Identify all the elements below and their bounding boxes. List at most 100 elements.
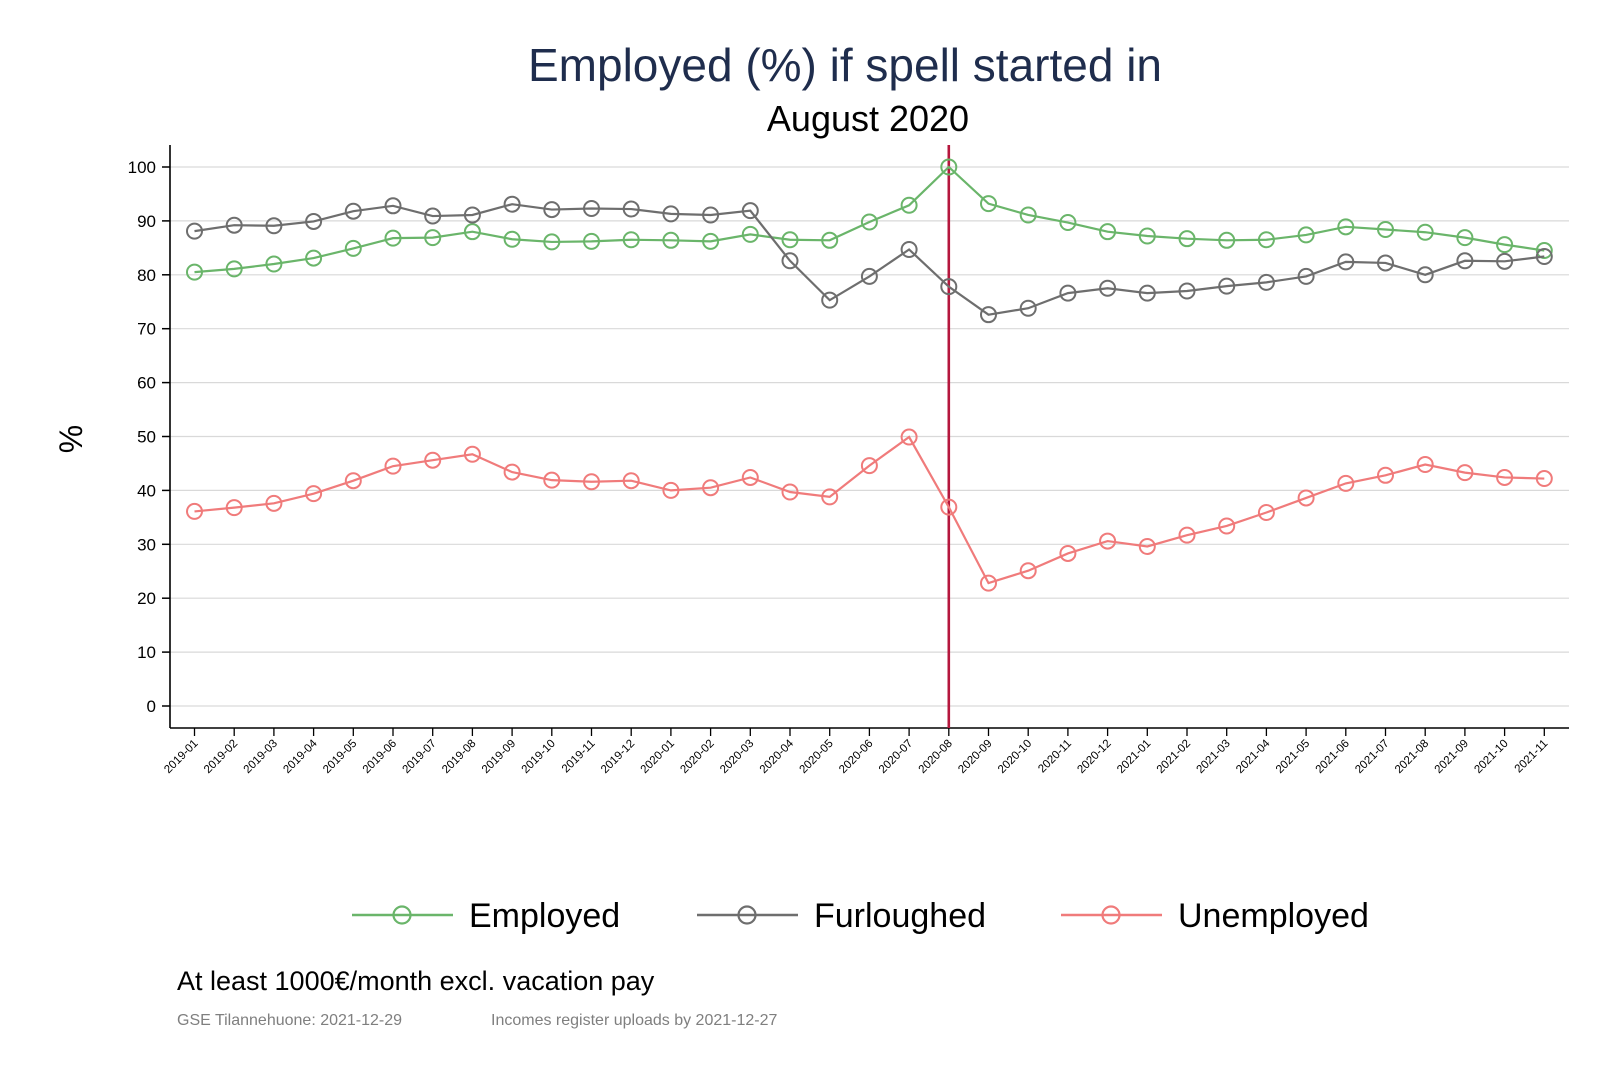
y-tick-label-10: 10 <box>137 643 156 662</box>
x-tick-label-2019-05: 2019-05 <box>321 738 359 776</box>
x-tick-label-2020-08: 2020-08 <box>917 738 955 776</box>
x-tick-label-2021-09: 2021-09 <box>1433 738 1471 776</box>
point-furloughed-2020-05 <box>821 291 839 309</box>
x-tick-label-2020-07: 2020-07 <box>877 738 915 776</box>
point-unemployed-2020-01 <box>662 481 680 499</box>
point-unemployed-2019-01 <box>186 502 203 520</box>
point-furloughed-2020-03 <box>741 202 759 220</box>
point-unemployed-2020-12 <box>1099 532 1117 550</box>
series-line-furloughed <box>194 203 1545 316</box>
point-employed-2021-02 <box>1178 230 1196 248</box>
point-employed-2020-02 <box>702 232 720 250</box>
point-employed-2021-06 <box>1337 218 1355 236</box>
point-furloughed-2019-11 <box>583 200 600 218</box>
x-tick-label-2021-03: 2021-03 <box>1194 738 1232 776</box>
x-tick-label-2019-04: 2019-04 <box>281 737 320 776</box>
y-tick-label-80: 80 <box>137 266 156 285</box>
x-tick-label-2020-01: 2020-01 <box>639 738 677 776</box>
point-furloughed-2019-04 <box>305 212 323 230</box>
source-note-upload: Incomes register uploads by 2021-12-27 <box>491 1012 777 1029</box>
x-tick-label-2020-02: 2020-02 <box>678 738 716 776</box>
x-tick-label-2020-10: 2020-10 <box>996 738 1034 776</box>
point-furloughed-2019-09 <box>503 195 521 213</box>
point-furloughed-2019-03 <box>265 217 283 235</box>
point-unemployed-2020-11 <box>1059 544 1077 562</box>
point-employed-2019-12 <box>622 231 640 249</box>
point-unemployed-2021-07 <box>1377 466 1394 484</box>
legend-item-unemployed: Unemployed <box>1061 897 1369 935</box>
point-employed-2019-04 <box>305 249 323 267</box>
y-tick-label-100: 100 <box>128 158 156 177</box>
y-tick-label-90: 90 <box>137 212 156 231</box>
point-furloughed-2019-02 <box>225 216 243 234</box>
x-tick-label-2019-01: 2019-01 <box>162 738 200 776</box>
point-unemployed-2021-01 <box>1138 537 1156 555</box>
x-tick-label-2021-08: 2021-08 <box>1393 738 1431 776</box>
point-unemployed-2019-12 <box>622 472 640 490</box>
x-tick-label-2019-06: 2019-06 <box>361 738 399 776</box>
point-unemployed-2021-11 <box>1535 470 1553 488</box>
point-unemployed-2019-04 <box>305 485 323 503</box>
x-tick-label-2019-08: 2019-08 <box>440 738 478 776</box>
series-employed <box>186 158 1553 281</box>
point-unemployed-2020-04 <box>781 483 799 501</box>
point-furloughed-2020-04 <box>781 252 799 270</box>
point-unemployed-2019-11 <box>583 473 600 491</box>
point-employed-2020-10 <box>1019 206 1037 224</box>
y-axis-label: % <box>53 425 89 453</box>
point-unemployed-2019-10 <box>543 471 561 489</box>
point-employed-2020-12 <box>1099 223 1117 241</box>
point-furloughed-2021-04 <box>1257 273 1275 291</box>
series-group <box>186 158 1553 592</box>
legend-swatch-marker <box>1101 905 1121 925</box>
point-unemployed-2019-02 <box>225 499 243 517</box>
y-tick-label-60: 60 <box>137 374 156 393</box>
series-unemployed <box>186 428 1553 592</box>
gridlines <box>170 166 1569 707</box>
point-furloughed-2021-10 <box>1496 252 1514 270</box>
point-unemployed-2021-03 <box>1218 517 1236 535</box>
x-tick-label-2021-04: 2021-04 <box>1234 737 1273 776</box>
point-employed-2019-08 <box>463 223 481 241</box>
y-tick-label-40: 40 <box>137 481 156 500</box>
point-furloughed-2021-06 <box>1337 253 1355 271</box>
x-tick-label-2021-10: 2021-10 <box>1472 738 1510 776</box>
point-unemployed-2019-08 <box>463 445 481 463</box>
y-tick-label-50: 50 <box>137 428 156 447</box>
point-furloughed-2020-10 <box>1019 299 1037 317</box>
legend-item-furloughed: Furloughed <box>697 897 986 935</box>
point-furloughed-2019-10 <box>543 201 561 219</box>
x-tick-label-2019-03: 2019-03 <box>242 738 280 776</box>
point-unemployed-2020-08 <box>940 498 958 516</box>
point-furloughed-2019-12 <box>622 200 640 218</box>
point-employed-2020-07 <box>900 196 918 214</box>
x-tick-label-2020-06: 2020-06 <box>837 738 875 776</box>
x-tick-label-2019-12: 2019-12 <box>599 738 637 776</box>
point-employed-2020-09 <box>980 195 997 213</box>
legend-swatch-marker <box>392 905 412 925</box>
point-unemployed-2021-10 <box>1496 468 1514 486</box>
restriction-note: At least 1000€/month excl. vacation pay <box>177 966 655 996</box>
point-furloughed-2020-12 <box>1099 279 1117 297</box>
point-furloughed-2021-11 <box>1535 247 1553 265</box>
x-tick-label-2019-11: 2019-11 <box>560 738 598 776</box>
x-tick-label-2020-03: 2020-03 <box>718 738 756 776</box>
point-employed-2021-07 <box>1377 221 1394 239</box>
legend-swatch-marker <box>737 905 757 925</box>
point-furloughed-2021-05 <box>1297 267 1315 285</box>
series-line-unemployed <box>194 435 1545 585</box>
x-tick-label-2020-11: 2020-11 <box>1036 738 1074 776</box>
point-unemployed-2019-07 <box>424 451 442 469</box>
point-unemployed-2019-09 <box>503 463 521 481</box>
point-furloughed-2020-08 <box>940 278 958 296</box>
point-unemployed-2021-05 <box>1297 489 1315 507</box>
series-line-employed <box>194 165 1545 274</box>
point-employed-2019-10 <box>543 233 561 251</box>
point-unemployed-2021-09 <box>1456 464 1474 482</box>
point-employed-2019-03 <box>265 255 283 273</box>
point-employed-2020-03 <box>741 225 759 243</box>
point-furloughed-2020-09 <box>980 306 997 324</box>
point-unemployed-2019-03 <box>265 494 283 512</box>
x-tick-label-2021-06: 2021-06 <box>1314 738 1352 776</box>
point-unemployed-2019-06 <box>384 457 402 475</box>
